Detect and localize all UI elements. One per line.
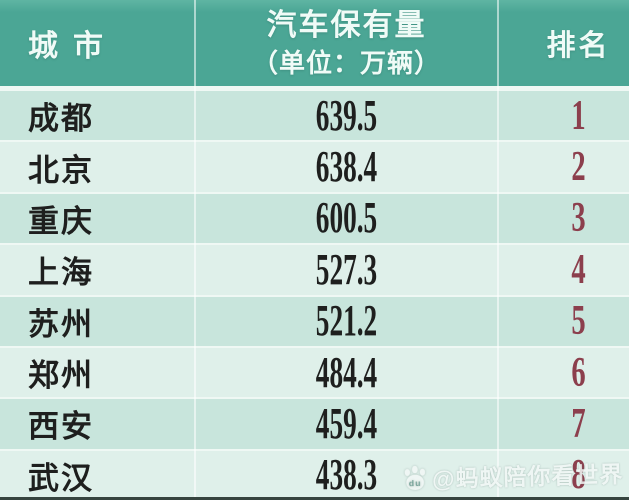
rank-cell: 5	[498, 297, 629, 346]
rank-number: 1	[571, 92, 586, 139]
city-cell: 重庆	[28, 203, 94, 239]
rank-cell: 2	[498, 142, 629, 191]
city-cell: 武汉	[28, 460, 94, 496]
table-row: 北京 638.4 2	[0, 142, 629, 194]
table-header: 城市 汽车保有量 （单位：万辆） 排名	[0, 0, 629, 91]
table-row: 重庆 600.5 3	[0, 193, 629, 246]
value-cell: 438.3	[195, 451, 498, 500]
rank-cell: 7	[498, 399, 629, 448]
value-cell: 638.4	[195, 142, 498, 191]
value-cell: 600.5	[195, 194, 498, 243]
city-cell: 郑州	[28, 358, 94, 394]
value-number: 521.2	[315, 296, 378, 346]
city-cell: 上海	[28, 255, 94, 291]
rank-number: 3	[571, 195, 586, 242]
value-cell: 484.4	[195, 348, 498, 397]
rank-number: 5	[571, 298, 586, 345]
rank-number: 7	[571, 400, 586, 447]
rank-number: 4	[571, 246, 586, 293]
header-value-title: 汽车保有量	[266, 8, 427, 42]
header-city: 城市	[28, 30, 118, 63]
header-rank: 排名	[546, 30, 611, 62]
value-number: 459.4	[315, 398, 378, 448]
rank-number: 6	[571, 349, 586, 396]
column-divider	[497, 0, 499, 497]
value-number: 527.3	[315, 244, 378, 294]
rank-cell: 4	[498, 245, 629, 294]
value-cell: 459.4	[195, 399, 498, 448]
value-number: 484.4	[315, 347, 378, 397]
table-row: 成都 639.5 1	[0, 91, 629, 143]
rank-number: 2	[571, 144, 586, 191]
column-divider	[194, 0, 196, 497]
table-body: 成都 639.5 1 北京 638.4 2 重庆 600.5 3 上海 527.…	[0, 91, 629, 500]
city-cell: 西安	[28, 409, 94, 445]
rank-cell: 8	[498, 451, 629, 500]
city-cell: 北京	[28, 152, 94, 188]
table-row: 上海 527.3 4	[0, 245, 629, 297]
value-number: 639.5	[315, 90, 378, 140]
header-value-unit: （单位：万辆）	[251, 48, 441, 78]
value-cell: 639.5	[195, 91, 498, 140]
city-cell: 苏州	[28, 306, 94, 342]
value-number: 600.5	[315, 193, 378, 243]
value-cell: 527.3	[195, 245, 498, 294]
value-number: 438.3	[315, 450, 378, 500]
table-row: 西安 459.4 7	[0, 399, 629, 451]
city-cell: 成都	[28, 101, 94, 137]
table-row: 武汉 438.3 8	[0, 450, 629, 500]
rank-cell: 6	[498, 348, 629, 397]
table-row: 苏州 521.2 5	[0, 296, 629, 348]
value-cell: 521.2	[195, 297, 498, 346]
rank-cell: 3	[498, 194, 629, 243]
header-value: 汽车保有量 （单位：万辆）	[195, 0, 498, 86]
rank-number: 8	[571, 452, 586, 499]
bottom-edge-bar	[0, 497, 629, 500]
rank-cell: 1	[498, 91, 629, 140]
table-row: 郑州 484.4 6	[0, 347, 629, 400]
value-number: 638.4	[315, 142, 378, 192]
